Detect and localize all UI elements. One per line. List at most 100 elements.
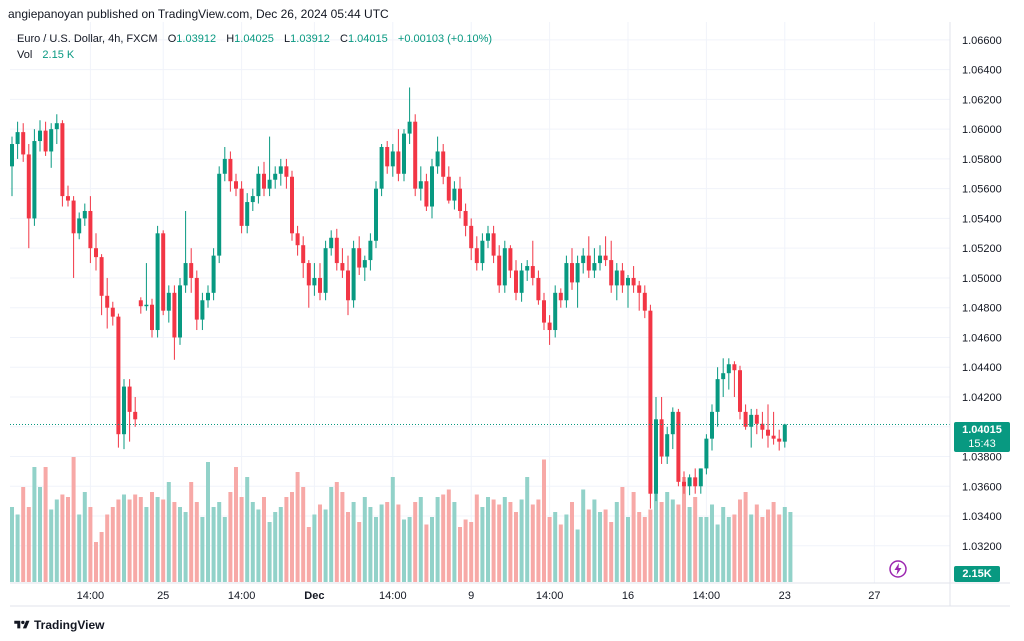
volume-bar	[530, 504, 535, 582]
candle-body	[172, 292, 177, 338]
candle-body	[38, 130, 42, 142]
volume-bar	[77, 514, 82, 582]
open-label: O	[167, 33, 177, 45]
volume-bar	[318, 504, 322, 582]
candle-body	[575, 263, 580, 283]
candle-body	[592, 263, 597, 271]
price-tick-label: 1.06200	[962, 94, 1002, 106]
time-tick-label: 23	[779, 590, 791, 602]
volume-bar	[749, 514, 754, 582]
volume-bar	[357, 522, 362, 582]
candle-body	[446, 176, 451, 201]
candle-body	[435, 151, 440, 167]
volume-bar	[788, 512, 793, 582]
candle-body	[60, 123, 65, 197]
volume-bar	[379, 504, 384, 582]
volume-bar	[161, 499, 166, 582]
volume-bar	[693, 497, 698, 582]
candle-body	[430, 166, 434, 207]
candle-body	[105, 295, 110, 308]
volume-bar	[486, 497, 490, 582]
footer-brand-text: TradingView	[34, 618, 105, 632]
candle-body	[760, 423, 765, 430]
candle-body	[654, 419, 658, 494]
last-price-value: 1.04015	[962, 424, 1002, 436]
volume-bar	[570, 502, 574, 582]
low-value: 1.03912	[290, 33, 330, 45]
candle-body	[262, 173, 266, 189]
volume-bar	[267, 522, 272, 582]
candle-body	[301, 245, 306, 264]
candle-body	[66, 196, 70, 201]
candle-body	[586, 255, 591, 271]
candle-body	[245, 202, 250, 226]
low-label: L	[284, 33, 291, 45]
candle-body	[766, 429, 770, 436]
candle-body	[704, 438, 709, 469]
candle-body	[43, 130, 48, 152]
candle-body	[54, 123, 59, 130]
price-tick-label: 1.03600	[962, 481, 1002, 493]
candle-body	[558, 292, 563, 301]
candle-body	[754, 414, 759, 424]
time-tick-label: 14:00	[379, 590, 407, 602]
candle-body	[284, 166, 289, 177]
volume-bar	[385, 502, 390, 582]
candle-body	[206, 292, 210, 301]
volume-bar	[469, 522, 474, 582]
candle-body	[385, 146, 390, 167]
candle-body	[497, 255, 502, 286]
candle-body	[659, 419, 664, 457]
volume-bar	[542, 459, 546, 582]
volume-bar	[66, 497, 70, 582]
change-value: +0.00103 (+0.10%)	[397, 33, 493, 45]
time-tick-label: Dec	[304, 590, 324, 602]
time-tick-label: 9	[468, 590, 474, 602]
volume-bar	[502, 497, 507, 582]
candle-body	[682, 481, 686, 487]
candle-body	[374, 188, 378, 241]
candle-body	[441, 151, 446, 177]
volume-bar	[458, 527, 462, 582]
volume-bar	[82, 492, 87, 582]
candle-body	[402, 133, 406, 174]
volume-label[interactable]: Vol	[17, 49, 33, 61]
candle-body	[614, 270, 619, 286]
volume-bar	[166, 482, 171, 582]
candle-body	[290, 176, 294, 234]
price-tick-label: 1.06000	[962, 124, 1002, 136]
price-tick-label: 1.06600	[962, 35, 1002, 47]
volume-bar	[362, 497, 367, 582]
volume-bar	[413, 502, 418, 582]
volume-bar	[144, 507, 149, 582]
candle-body	[234, 181, 238, 189]
candle-body	[530, 266, 535, 278]
price-tick-label: 1.04600	[962, 332, 1002, 344]
candle-body	[458, 188, 462, 211]
volume-bar	[273, 512, 278, 582]
publish-header: angiepanoyan published on TradingView.co…	[8, 7, 389, 21]
symbol-label[interactable]: Euro / U.S. Dollar, 4h, FXCM	[17, 33, 158, 45]
candle-body	[15, 132, 20, 145]
volume-bar	[441, 494, 446, 582]
last-volume-badge: 2.15K	[954, 566, 1000, 582]
candle-body	[413, 121, 418, 189]
candle-body	[122, 386, 126, 435]
candle-body	[329, 237, 334, 249]
volume-bar	[743, 492, 748, 582]
price-tick-label: 1.05400	[962, 213, 1002, 225]
volume-bar	[782, 507, 787, 582]
close-value: 1.04015	[348, 33, 388, 45]
candle-body	[743, 411, 748, 427]
volume-bar	[710, 504, 714, 582]
volume-bar	[424, 524, 429, 582]
candle-body	[670, 411, 675, 435]
price-tick-label: 1.03800	[962, 452, 1002, 464]
bar-countdown: 15:43	[968, 438, 996, 450]
candle-body	[676, 411, 681, 482]
volume-bar	[626, 517, 630, 582]
candle-body	[178, 285, 182, 338]
lightning-alert-icon[interactable]	[889, 560, 907, 578]
volume-bar	[312, 514, 317, 582]
